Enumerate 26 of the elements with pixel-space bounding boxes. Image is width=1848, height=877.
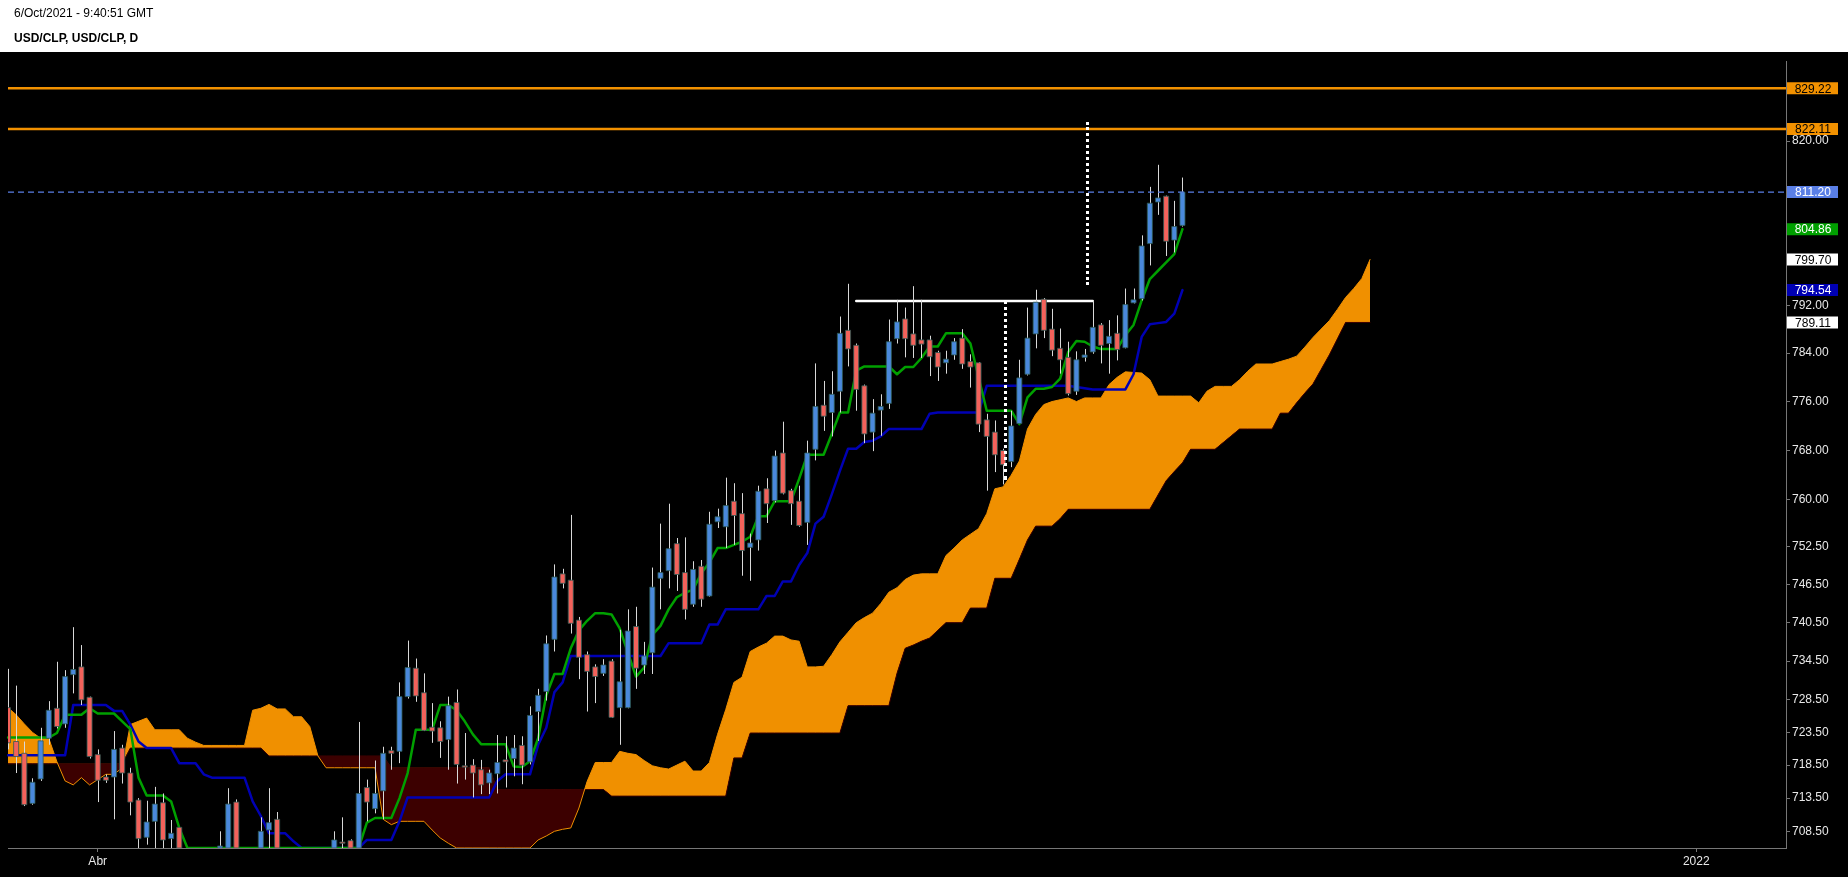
y-tick-label: 776.00 xyxy=(1792,393,1830,408)
y-tick-label: 718.50 xyxy=(1792,757,1830,772)
y-tick-label: 713.50 xyxy=(1792,790,1830,805)
text: 799.70 xyxy=(1794,252,1832,267)
text: 6/Oct/2021 - 9:40:51 GMT xyxy=(14,6,154,20)
y-tick-label: 752.50 xyxy=(1792,539,1830,554)
ref-line-label: 811.20 xyxy=(1795,185,1832,200)
y-tick-label: 746.50 xyxy=(1792,576,1830,591)
y-tick-label: 760.00 xyxy=(1792,492,1830,507)
y-tick-label: 820.00 xyxy=(1792,133,1830,148)
x-tick-label: 2022 xyxy=(1682,853,1710,868)
candlestick xyxy=(584,650,590,713)
y-tick-label: 734.50 xyxy=(1792,653,1830,668)
y-tick-label: 784.00 xyxy=(1792,345,1830,360)
y-tick-label: 792.00 xyxy=(1792,297,1830,312)
y-tick-label: 728.50 xyxy=(1792,692,1830,707)
chart-title: USD/CLP, USD/CLP, D xyxy=(14,31,139,45)
y-tick-label: 708.50 xyxy=(1792,823,1830,838)
text: 804.86 xyxy=(1794,222,1832,237)
ref-line-label: 829.22 xyxy=(1794,81,1832,96)
text: 789.11 xyxy=(1795,315,1832,330)
y-tick-label: 723.50 xyxy=(1792,724,1830,739)
x-tick-label: Abr xyxy=(88,853,108,868)
y-tick-label: 768.00 xyxy=(1792,442,1830,457)
y-tick-label: 740.50 xyxy=(1792,615,1830,630)
text: 794.54 xyxy=(1794,283,1832,298)
